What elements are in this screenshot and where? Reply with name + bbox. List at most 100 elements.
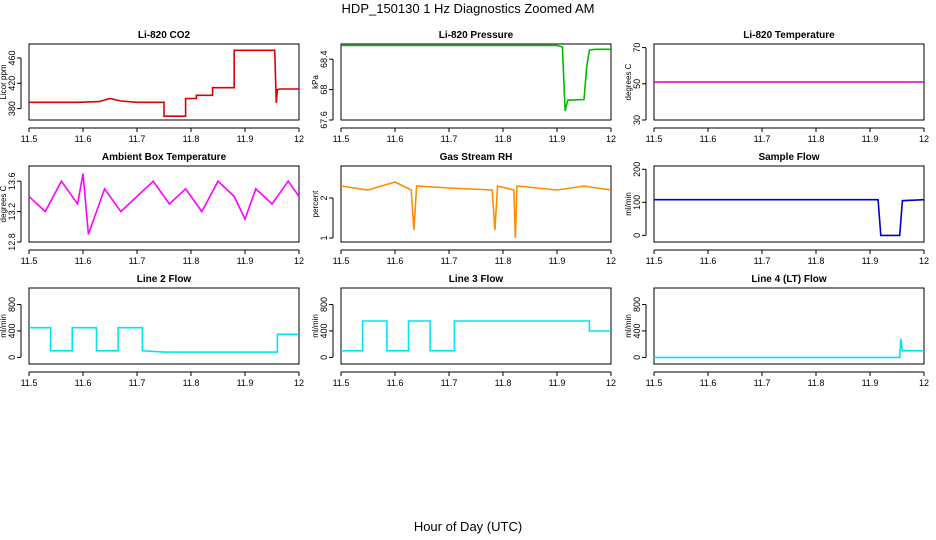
y-tick-label: 400 [632, 323, 642, 338]
plot-frame [28, 43, 300, 121]
x-tick-label: 11.7 [754, 134, 771, 144]
panel-2: Li-820 Pressure 11.5 11.6 11.7 11.8 11.9 12 67.… [311, 30, 616, 144]
panel-title: Gas Stream RH [440, 152, 513, 163]
x-tick-label: 11.6 [75, 378, 92, 388]
y-axis-label: ml/min [624, 314, 633, 338]
series-line-1 [341, 320, 611, 352]
y-tick-label: 400 [7, 323, 17, 338]
x-tick-label: 11.5 [646, 378, 663, 388]
y-axis-label: percent [311, 190, 320, 217]
series-line-1 [28, 173, 300, 235]
panel-6: Sample Flow 11.5 11.6 11.7 11.8 11.9 12 0 100 200… [624, 152, 929, 266]
plot-frame [340, 287, 612, 365]
x-tick-label: 12 [294, 134, 304, 144]
x-tick-label: 11.8 [808, 134, 825, 144]
x-tick-label: 11.6 [75, 256, 92, 266]
x-tick-label: 11.9 [549, 256, 566, 266]
panel-title: Line 2 Flow [137, 274, 192, 285]
series-line-1 [29, 326, 299, 353]
panel-3: Li-820 Temperature 11.5 11.6 11.7 11.8 11.9 12… [624, 30, 929, 144]
x-tick-label: 12 [919, 134, 929, 144]
y-tick-label: 2 [319, 195, 329, 200]
figure-title: HDP_150130 1 Hz Diagnostics Zoomed AM [342, 1, 595, 16]
plot-frame [28, 165, 300, 243]
y-tick-label: 0 [632, 233, 642, 238]
x-tick-label: 11.6 [387, 256, 404, 266]
x-tick-label: 11.9 [549, 378, 566, 388]
x-tick-label: 11.8 [808, 256, 825, 266]
x-tick-label: 11.6 [700, 256, 717, 266]
x-tick-label: 11.6 [700, 134, 717, 144]
y-tick-label: 200 [632, 162, 642, 177]
series-line-1 [340, 181, 612, 239]
panel-title: Li-820 Pressure [439, 30, 514, 41]
y-axis-label: kPa [311, 75, 320, 89]
x-tick-label: 11.5 [333, 134, 350, 144]
x-tick-label: 11.6 [75, 134, 92, 144]
x-tick-label: 11.9 [237, 378, 254, 388]
y-tick-label: 13.2 [7, 203, 17, 221]
x-axis-title: Hour of Day (UTC) [414, 519, 522, 534]
y-tick-label: 420 [7, 76, 17, 91]
x-tick-label: 11.7 [129, 134, 146, 144]
panel-4: Ambient Box Temperature 11.5 11.6 11.7 11.8 1… [0, 152, 304, 266]
x-tick-label: 11.8 [495, 378, 512, 388]
y-tick-label: 380 [7, 101, 17, 116]
x-tick-label: 11.5 [333, 378, 350, 388]
y-tick-label: 800 [319, 297, 329, 312]
series-line-1 [341, 44, 611, 112]
y-tick-label: 0 [632, 355, 642, 360]
x-tick-label: 12 [294, 378, 304, 388]
y-tick-label: 67.6 [319, 111, 329, 129]
panel-title: Sample Flow [758, 152, 819, 163]
panel-8: Line 3 Flow 11.5 11.6 11.7 11.8 11.9 12 0 400 800… [311, 274, 616, 388]
y-axis-label: ml/min [0, 314, 8, 338]
x-tick-label: 11.8 [808, 378, 825, 388]
x-tick-label: 12 [606, 256, 616, 266]
plot-frame [653, 287, 925, 365]
x-tick-label: 11.7 [441, 378, 458, 388]
y-tick-label: 800 [7, 297, 17, 312]
x-tick-label: 12 [606, 134, 616, 144]
y-tick-label: 0 [319, 355, 329, 360]
plot-frame [340, 43, 612, 121]
y-tick-label: 0 [7, 355, 17, 360]
x-tick-label: 11.7 [441, 134, 458, 144]
x-tick-label: 11.7 [129, 378, 146, 388]
y-axis-label: ml/min [624, 192, 633, 216]
x-tick-label: 11.9 [549, 134, 566, 144]
x-tick-label: 11.5 [646, 134, 663, 144]
y-tick-label: 12.8 [7, 233, 17, 251]
y-tick-label: 800 [632, 297, 642, 312]
x-tick-label: 11.7 [754, 256, 771, 266]
panel-title: Li-820 CO2 [138, 30, 191, 41]
x-tick-label: 12 [294, 256, 304, 266]
y-tick-label: 100 [632, 195, 642, 210]
y-axis-label: degrees C [0, 185, 8, 222]
panel-title: Line 4 (LT) Flow [751, 274, 827, 285]
x-tick-label: 11.7 [129, 256, 146, 266]
x-tick-label: 11.9 [237, 134, 254, 144]
x-tick-label: 11.5 [21, 134, 38, 144]
x-tick-label: 11.9 [862, 134, 879, 144]
y-axis-label: ml/min [311, 314, 320, 338]
panel-1: Li-820 CO2 11.5 11.6 11.7 11.8 11.9 12 380 420 46… [0, 30, 304, 144]
x-tick-label: 11.8 [183, 256, 200, 266]
x-tick-label: 11.9 [237, 256, 254, 266]
panel-title: Ambient Box Temperature [102, 152, 227, 163]
x-tick-label: 11.6 [387, 378, 404, 388]
y-tick-label: 13.6 [7, 172, 17, 190]
y-tick-label: 50 [632, 79, 642, 89]
plot-frame [653, 165, 925, 243]
y-axis-label: Licor ppm [0, 64, 8, 99]
x-tick-label: 11.7 [754, 378, 771, 388]
x-tick-label: 11.8 [495, 134, 512, 144]
x-tick-label: 11.5 [21, 378, 38, 388]
x-tick-label: 11.5 [333, 256, 350, 266]
series-line-1 [654, 338, 924, 359]
plot-frame [28, 287, 300, 365]
y-tick-label: 68 [319, 85, 329, 95]
x-tick-label: 11.5 [21, 256, 38, 266]
